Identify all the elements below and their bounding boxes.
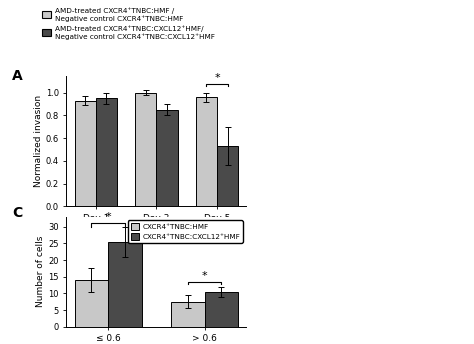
Legend: AMD-treated CXCR4⁺TNBC:HMF /
Negative control CXCR4⁺TNBC:HMF, AMD-treated CXCR4⁺: AMD-treated CXCR4⁺TNBC:HMF / Negative co… [42,7,214,40]
Legend: CXCR4⁺TNBC:HMF, CXCR4⁺TNBC:CXCL12⁺HMF: CXCR4⁺TNBC:HMF, CXCR4⁺TNBC:CXCL12⁺HMF [128,220,243,243]
Bar [217,146,238,206]
Text: C: C [12,206,23,220]
Bar [156,110,178,206]
Y-axis label: Number of cells: Number of cells [36,236,46,308]
Bar [74,280,108,327]
Text: *: * [214,73,220,83]
Bar [196,97,217,206]
Text: *: * [105,212,111,222]
Y-axis label: Normalized invasion: Normalized invasion [34,95,43,187]
Bar [74,101,96,206]
Text: *: * [202,271,208,281]
Bar [135,93,156,206]
Bar [205,292,238,327]
Bar [171,302,205,327]
Bar [96,98,117,206]
Text: A: A [12,69,23,83]
Bar [108,242,142,327]
